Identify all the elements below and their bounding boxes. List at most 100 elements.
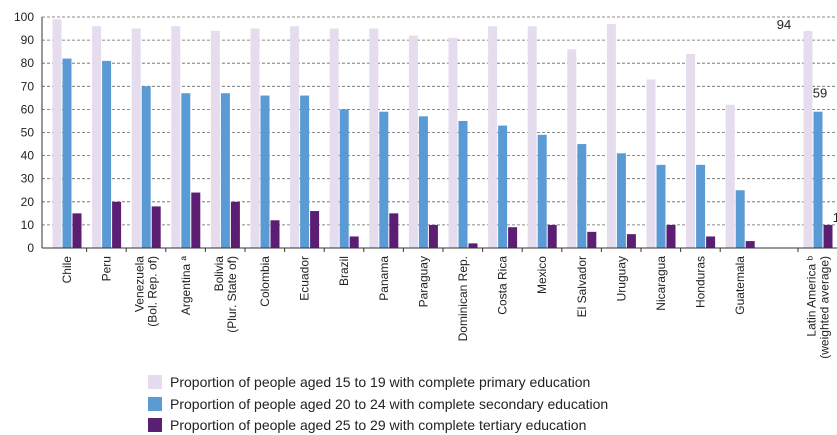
x-category-label: (weighted average) [818,256,832,359]
bar-tertiary-4 [230,201,240,248]
x-category-label: (Bol. Rep. of) [146,256,160,327]
y-tick-label: 100 [14,10,34,24]
legend-swatch-tertiary [148,418,162,432]
bar-primary-9 [408,35,418,249]
x-category-label: Ecuador [298,256,312,301]
gridlines [42,16,837,226]
bar-secondary-10 [458,120,468,248]
bar-secondary-13 [577,144,587,248]
bar-secondary-2 [141,86,151,248]
value-annotations: 94 59 10 [777,17,837,225]
bar-secondary-11 [498,125,508,248]
bar-tertiary-8 [389,213,399,248]
y-tick-label: 30 [21,172,35,186]
y-tick-label: 10 [21,218,35,232]
x-category-label: Peru [100,256,114,281]
x-category-label: Chile [60,256,74,284]
bar-tertiary-2 [151,206,161,248]
bar-primary-18 [803,30,813,248]
bar-primary-4 [210,30,220,248]
legend-swatch-secondary [148,397,162,411]
bar-tertiary-13 [587,231,597,248]
bar-tertiary-18 [823,224,833,248]
legend-item-primary: Proportion of people aged 15 to 19 with … [148,374,590,390]
bar-secondary-17 [735,190,745,248]
x-category-label: Brazil [337,256,351,286]
legend-item-tertiary: Proportion of people aged 25 to 29 with … [148,417,586,433]
bar-secondary-6 [300,95,310,248]
bar-primary-13 [567,49,577,249]
bar-primary-0 [52,19,62,249]
bar-primary-11 [488,26,498,248]
legend-item-secondary: Proportion of people aged 20 to 24 with … [148,396,608,412]
x-category-label: Guatemala [733,256,747,315]
annotation-value: 59 [813,86,827,101]
bar-tertiary-14 [626,234,636,248]
x-category-label: Honduras [694,256,708,308]
bar-primary-8 [369,28,379,248]
x-category-label: Mexico [535,256,549,294]
x-category-label: Nicaragua [654,256,668,311]
bar-tertiary-15 [666,224,676,248]
bar-tertiary-1 [112,201,122,248]
bar-secondary-0 [62,58,72,248]
x-category-label: Argentina ª [179,255,193,315]
bar-secondary-4 [220,93,230,248]
bar-primary-16 [686,53,696,249]
bar-primary-12 [527,26,537,248]
annotation-value: 94 [777,17,791,32]
bar-secondary-12 [537,134,547,248]
bar-tertiary-0 [72,213,82,248]
bar-secondary-7 [339,109,349,249]
bar-secondary-18 [813,111,823,249]
x-category-label: El Salvador [575,256,589,317]
x-category-label: Panama [377,256,391,301]
x-axis-category-labels: Chile Peru Venezuela (Bol. Rep. of) Argentin… [60,255,832,358]
legend-label-tertiary: Proportion of people aged 25 to 29 with … [170,417,587,433]
x-category-label: Venezuela [133,256,147,312]
bars [52,19,833,249]
bar-tertiary-7 [349,236,359,248]
legend-swatch-primary [148,375,162,389]
y-tick-label: 60 [21,102,35,116]
bar-secondary-16 [696,164,706,248]
bar-tertiary-10 [468,243,478,248]
x-category-label: Uruguay [614,256,628,301]
legend-label-secondary: Proportion of people aged 20 to 24 with … [170,396,609,412]
bar-tertiary-6 [310,211,320,248]
bar-primary-2 [131,28,141,248]
bar-tertiary-12 [547,224,557,248]
x-category-label: Latin America ᵇ [805,256,819,337]
x-category-label: Colombia [258,256,272,307]
y-tick-label: 70 [21,79,35,93]
bar-secondary-1 [102,60,112,248]
bar-primary-17 [725,104,735,248]
y-tick-label: 90 [21,33,35,47]
annotation-value: 10 [833,210,837,225]
bar-secondary-14 [616,153,626,248]
bar-primary-3 [171,26,181,248]
bar-tertiary-5 [270,220,280,248]
y-tick-label: 80 [21,56,35,70]
bar-tertiary-16 [706,236,716,248]
y-tick-label: 50 [21,126,35,140]
y-tick-label: 20 [21,195,35,209]
y-tick-label: 0 [27,241,34,255]
bar-secondary-5 [260,95,270,248]
y-tick-label: 40 [21,149,35,163]
bar-primary-15 [646,79,656,249]
bar-primary-6 [290,26,300,248]
bar-primary-10 [448,37,458,248]
bar-secondary-8 [379,111,389,249]
bar-tertiary-9 [428,224,438,248]
bar-tertiary-17 [745,241,755,248]
bar-tertiary-11 [508,227,518,248]
x-category-label: (Plur. State of) [225,256,239,333]
x-category-label: Paraguay [416,256,430,307]
bar-primary-7 [329,28,339,248]
bar-secondary-9 [418,116,428,248]
bar-primary-5 [250,28,260,248]
bar-primary-1 [92,26,102,248]
legend-label-primary: Proportion of people aged 15 to 19 with … [170,374,591,390]
